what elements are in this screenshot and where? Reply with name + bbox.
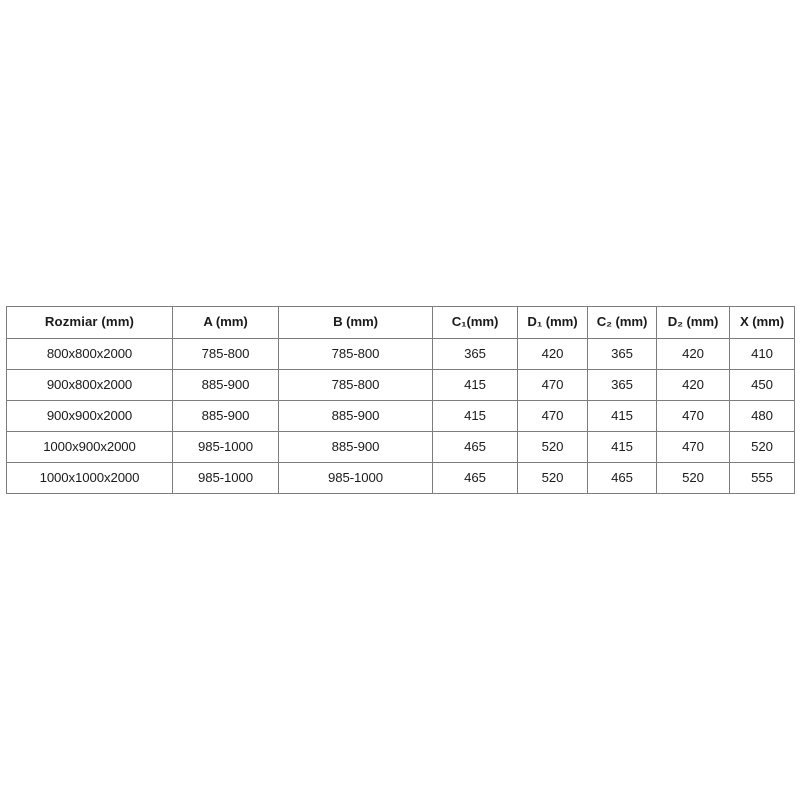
cell-size: 900x900x2000 (6, 400, 173, 432)
cell-c1: 465 (432, 431, 518, 463)
column-header-c1: C₁(mm) (432, 306, 518, 339)
cell-d2: 470 (656, 400, 730, 432)
cell-size: 900x800x2000 (6, 369, 173, 401)
column-header-b: B (mm) (278, 306, 433, 339)
cell-a: 985-1000 (172, 431, 279, 463)
cell-size: 800x800x2000 (6, 338, 173, 370)
cell-c1: 365 (432, 338, 518, 370)
cell-d2: 520 (656, 462, 730, 494)
column-header-d2: D₂ (mm) (656, 306, 730, 339)
table-row: 1000x1000x2000 985-1000 985-1000 465 520… (6, 462, 795, 494)
cell-x: 555 (729, 462, 795, 494)
column-header-rozmiar: Rozmiar (mm) (6, 306, 173, 339)
cell-d1: 420 (517, 338, 588, 370)
table-body: Rozmiar (mm) A (mm) B (mm) C₁(mm) D₁ (mm… (6, 306, 795, 494)
cell-c2: 365 (587, 338, 657, 370)
cell-a: 885-900 (172, 369, 279, 401)
column-header-x: X (mm) (729, 306, 795, 339)
cell-c2: 415 (587, 400, 657, 432)
table-row: 1000x900x2000 985-1000 885-900 465 520 4… (6, 431, 795, 463)
cell-a: 985-1000 (172, 462, 279, 494)
cell-x: 480 (729, 400, 795, 432)
cell-c1: 465 (432, 462, 518, 494)
cell-c2: 465 (587, 462, 657, 494)
cell-d2: 420 (656, 338, 730, 370)
table-row: 900x900x2000 885-900 885-900 415 470 415… (6, 400, 795, 432)
specification-table: Rozmiar (mm) A (mm) B (mm) C₁(mm) D₁ (mm… (6, 306, 795, 494)
cell-c1: 415 (432, 400, 518, 432)
cell-a: 785-800 (172, 338, 279, 370)
column-header-d1: D₁ (mm) (517, 306, 588, 339)
table-row: 900x800x2000 885-900 785-800 415 470 365… (6, 369, 795, 401)
cell-x: 410 (729, 338, 795, 370)
cell-c2: 415 (587, 431, 657, 463)
cell-b: 985-1000 (278, 462, 433, 494)
column-header-a: A (mm) (172, 306, 279, 339)
cell-d1: 470 (517, 400, 588, 432)
cell-d2: 420 (656, 369, 730, 401)
cell-size: 1000x900x2000 (6, 431, 173, 463)
cell-d1: 520 (517, 431, 588, 463)
specification-table-container: Rozmiar (mm) A (mm) B (mm) C₁(mm) D₁ (mm… (6, 306, 795, 494)
cell-b: 885-900 (278, 400, 433, 432)
table-row: 800x800x2000 785-800 785-800 365 420 365… (6, 338, 795, 370)
cell-b: 785-800 (278, 338, 433, 370)
cell-c1: 415 (432, 369, 518, 401)
table-header-row: Rozmiar (mm) A (mm) B (mm) C₁(mm) D₁ (mm… (6, 306, 795, 339)
cell-b: 785-800 (278, 369, 433, 401)
cell-c2: 365 (587, 369, 657, 401)
cell-d2: 470 (656, 431, 730, 463)
cell-d1: 520 (517, 462, 588, 494)
cell-d1: 470 (517, 369, 588, 401)
column-header-c2: C₂ (mm) (587, 306, 657, 339)
cell-x: 520 (729, 431, 795, 463)
cell-a: 885-900 (172, 400, 279, 432)
cell-x: 450 (729, 369, 795, 401)
cell-b: 885-900 (278, 431, 433, 463)
cell-size: 1000x1000x2000 (6, 462, 173, 494)
